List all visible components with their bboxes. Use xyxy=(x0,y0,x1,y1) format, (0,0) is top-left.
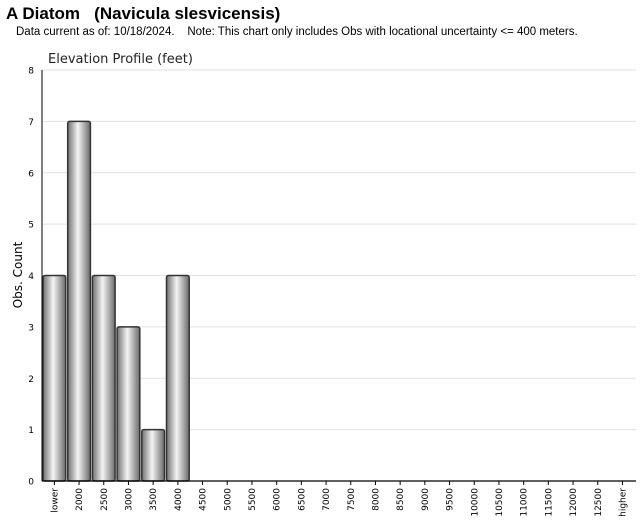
x-tick-label: 9500 xyxy=(446,488,456,511)
axes xyxy=(41,70,636,482)
x-tick-label: 8000 xyxy=(371,488,381,511)
x-tick-label: 6000 xyxy=(273,488,283,511)
page-title: A Diatom (Navicula slesvicensis) xyxy=(6,4,281,23)
y-tick-label: 3 xyxy=(28,323,34,333)
y-axis-label: Obs. Count xyxy=(11,241,25,308)
x-tick-label: 7000 xyxy=(322,488,332,511)
x-tick-label: higher xyxy=(618,488,628,517)
bar-3500 xyxy=(141,428,166,482)
x-tick-label: 12500 xyxy=(594,488,604,517)
y-tick-labels: 0 1 2 3 4 5 6 7 8 xyxy=(28,67,34,488)
chart-title: Elevation Profile (feet) xyxy=(48,52,193,67)
x-tick-label: 12000 xyxy=(569,488,579,517)
bar-2500 xyxy=(91,274,116,482)
x-tick-labels: lower 2000 2500 3000 3500 4000 4500 5000 5500 600… xyxy=(50,481,628,517)
bar-lower xyxy=(42,274,67,482)
x-tick-label: 11000 xyxy=(520,488,530,517)
x-tick-label: 5000 xyxy=(223,488,233,511)
y-tick-label: 5 xyxy=(28,221,34,231)
x-tick-label: 10500 xyxy=(495,488,505,517)
x-tick-label: 4000 xyxy=(174,488,184,511)
bar-3000 xyxy=(116,326,141,482)
y-tick-label: 0 xyxy=(28,478,34,488)
x-tick-label: 7500 xyxy=(347,488,357,511)
x-tick-label: 10000 xyxy=(470,488,480,517)
y-tick-label: 1 xyxy=(28,426,34,436)
x-tick-label: 2500 xyxy=(100,488,110,511)
x-tick-label: 3000 xyxy=(124,488,134,511)
grid-lines xyxy=(42,69,636,431)
y-tick-label: 2 xyxy=(28,375,34,385)
x-tick-label: lower xyxy=(50,488,60,513)
x-tick-label: 6500 xyxy=(297,488,307,511)
x-tick-label: 5500 xyxy=(248,488,258,511)
x-tick-label: 3500 xyxy=(149,488,159,511)
data-note: Data current as of: 10/18/2024. Note: Th… xyxy=(16,26,578,38)
bar-2000 xyxy=(66,120,92,482)
bar-4000 xyxy=(165,274,190,482)
y-tick-label: 8 xyxy=(28,67,34,77)
x-tick-label: 4500 xyxy=(199,488,209,511)
y-tick-label: 6 xyxy=(28,169,34,179)
x-tick-label: 9000 xyxy=(421,488,431,511)
x-tick-label: 11500 xyxy=(544,488,554,517)
y-tick-label: 7 xyxy=(28,118,34,128)
x-tick-label: 8500 xyxy=(396,488,406,511)
x-tick-label: 2000 xyxy=(75,488,85,511)
y-tick-label: 4 xyxy=(28,272,34,282)
bars xyxy=(42,120,190,482)
